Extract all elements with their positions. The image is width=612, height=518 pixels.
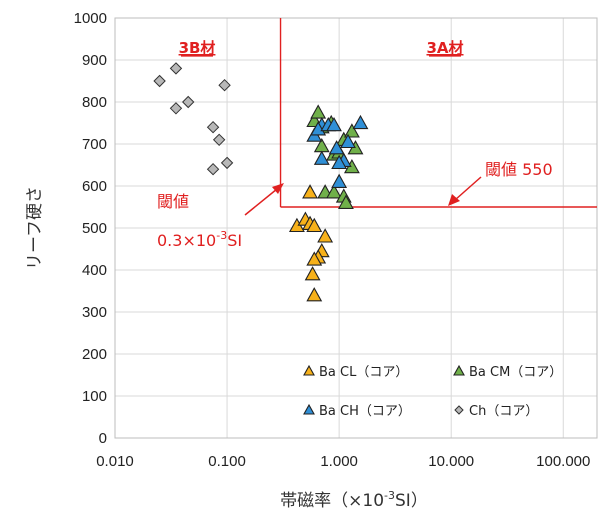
x-tick-label: 0.100 — [208, 453, 246, 470]
y-tick-label: 600 — [82, 178, 107, 195]
region-label-3a: 3A材 — [426, 39, 463, 57]
y-axis-title: リーフ硬さ — [25, 186, 45, 270]
threshold-x-arrow — [244, 188, 278, 216]
x-tick-label: 100.000 — [536, 453, 590, 470]
threshold-y-arrow — [454, 176, 482, 201]
data-point — [206, 162, 220, 176]
data-point — [326, 184, 342, 199]
legend-marker — [453, 364, 465, 376]
data-point — [317, 228, 334, 243]
legend: Ba CL（コア） Ba CM（コア） Ba CH（コア） Ch（コア） — [303, 364, 562, 419]
data-point — [310, 104, 327, 119]
data-point — [153, 74, 166, 88]
y-tick-label: 800 — [82, 94, 107, 111]
data-point — [331, 154, 348, 170]
y-tick-label: 200 — [82, 346, 107, 363]
threshold-x-label-line1: 閾値 — [157, 192, 189, 211]
data-point — [337, 194, 354, 209]
data-point — [331, 173, 348, 188]
legend-marker — [303, 364, 315, 376]
threshold-lines — [279, 18, 597, 208]
data-point — [212, 133, 226, 147]
data-point — [310, 121, 327, 136]
y-tick-label: 400 — [82, 262, 107, 279]
plot-border — [114, 17, 598, 439]
y-tick-label: 100 — [82, 388, 107, 405]
data-point — [306, 251, 323, 266]
x-axis-title-sup: -3 — [384, 489, 395, 502]
threshold-x-label-line2: 0.3×10-3SI — [157, 229, 242, 250]
legend-label: Ba CH（コア） — [319, 404, 411, 419]
y-tick-label: 300 — [82, 304, 107, 321]
data-point — [326, 116, 342, 132]
data-point — [220, 156, 234, 170]
threshold-y-label: 閾値 550 — [485, 160, 553, 179]
data-points — [153, 62, 369, 302]
legend-label: Ba CM（コア） — [469, 365, 562, 380]
legend-marker — [303, 403, 315, 415]
legend-marker — [454, 405, 464, 415]
y-tick-labels: 0 100 200 300 400 500 600 700 800 900 1000 — [74, 10, 107, 447]
threshold-y-arrowhead — [448, 194, 460, 206]
legend-label: Ch（コア） — [469, 404, 538, 419]
data-point — [302, 184, 318, 199]
data-point — [304, 266, 321, 281]
x-tick-label: 1.000 — [320, 453, 358, 470]
data-point — [218, 78, 231, 92]
x-axis-title-unit: SI） — [395, 491, 428, 511]
data-point — [352, 114, 369, 130]
data-point — [306, 217, 323, 233]
threshold-x-exponent: -3 — [216, 229, 227, 242]
data-point — [340, 133, 356, 149]
x-axis-title: 帯磁率（×10-3SI） — [280, 489, 428, 511]
data-point — [343, 123, 360, 138]
data-point — [313, 150, 330, 165]
threshold-x-value: 0.3×10 — [157, 231, 216, 250]
y-tick-label: 1000 — [74, 10, 107, 27]
y-tick-label: 500 — [82, 220, 107, 237]
x-axis-title-main: 帯磁率（×10 — [280, 491, 384, 511]
data-point — [306, 287, 323, 302]
threshold-x-unit: SI — [227, 231, 242, 250]
x-tick-label: 10.000 — [428, 453, 474, 470]
data-point — [328, 140, 345, 155]
y-tick-label: 0 — [99, 430, 107, 447]
threshold-x-arrowhead — [272, 183, 284, 194]
legend-label: Ba CL（コア） — [319, 365, 408, 380]
data-point — [181, 95, 195, 109]
x-tick-labels: 0.010 0.100 1.000 10.000 100.000 — [96, 453, 590, 470]
y-tick-label: 900 — [82, 52, 107, 69]
data-point — [206, 120, 220, 134]
data-point — [169, 62, 183, 75]
y-tick-label: 700 — [82, 136, 107, 153]
data-point — [169, 102, 183, 115]
region-label-3b: 3B材 — [179, 39, 216, 57]
x-tick-label: 0.010 — [96, 453, 134, 470]
